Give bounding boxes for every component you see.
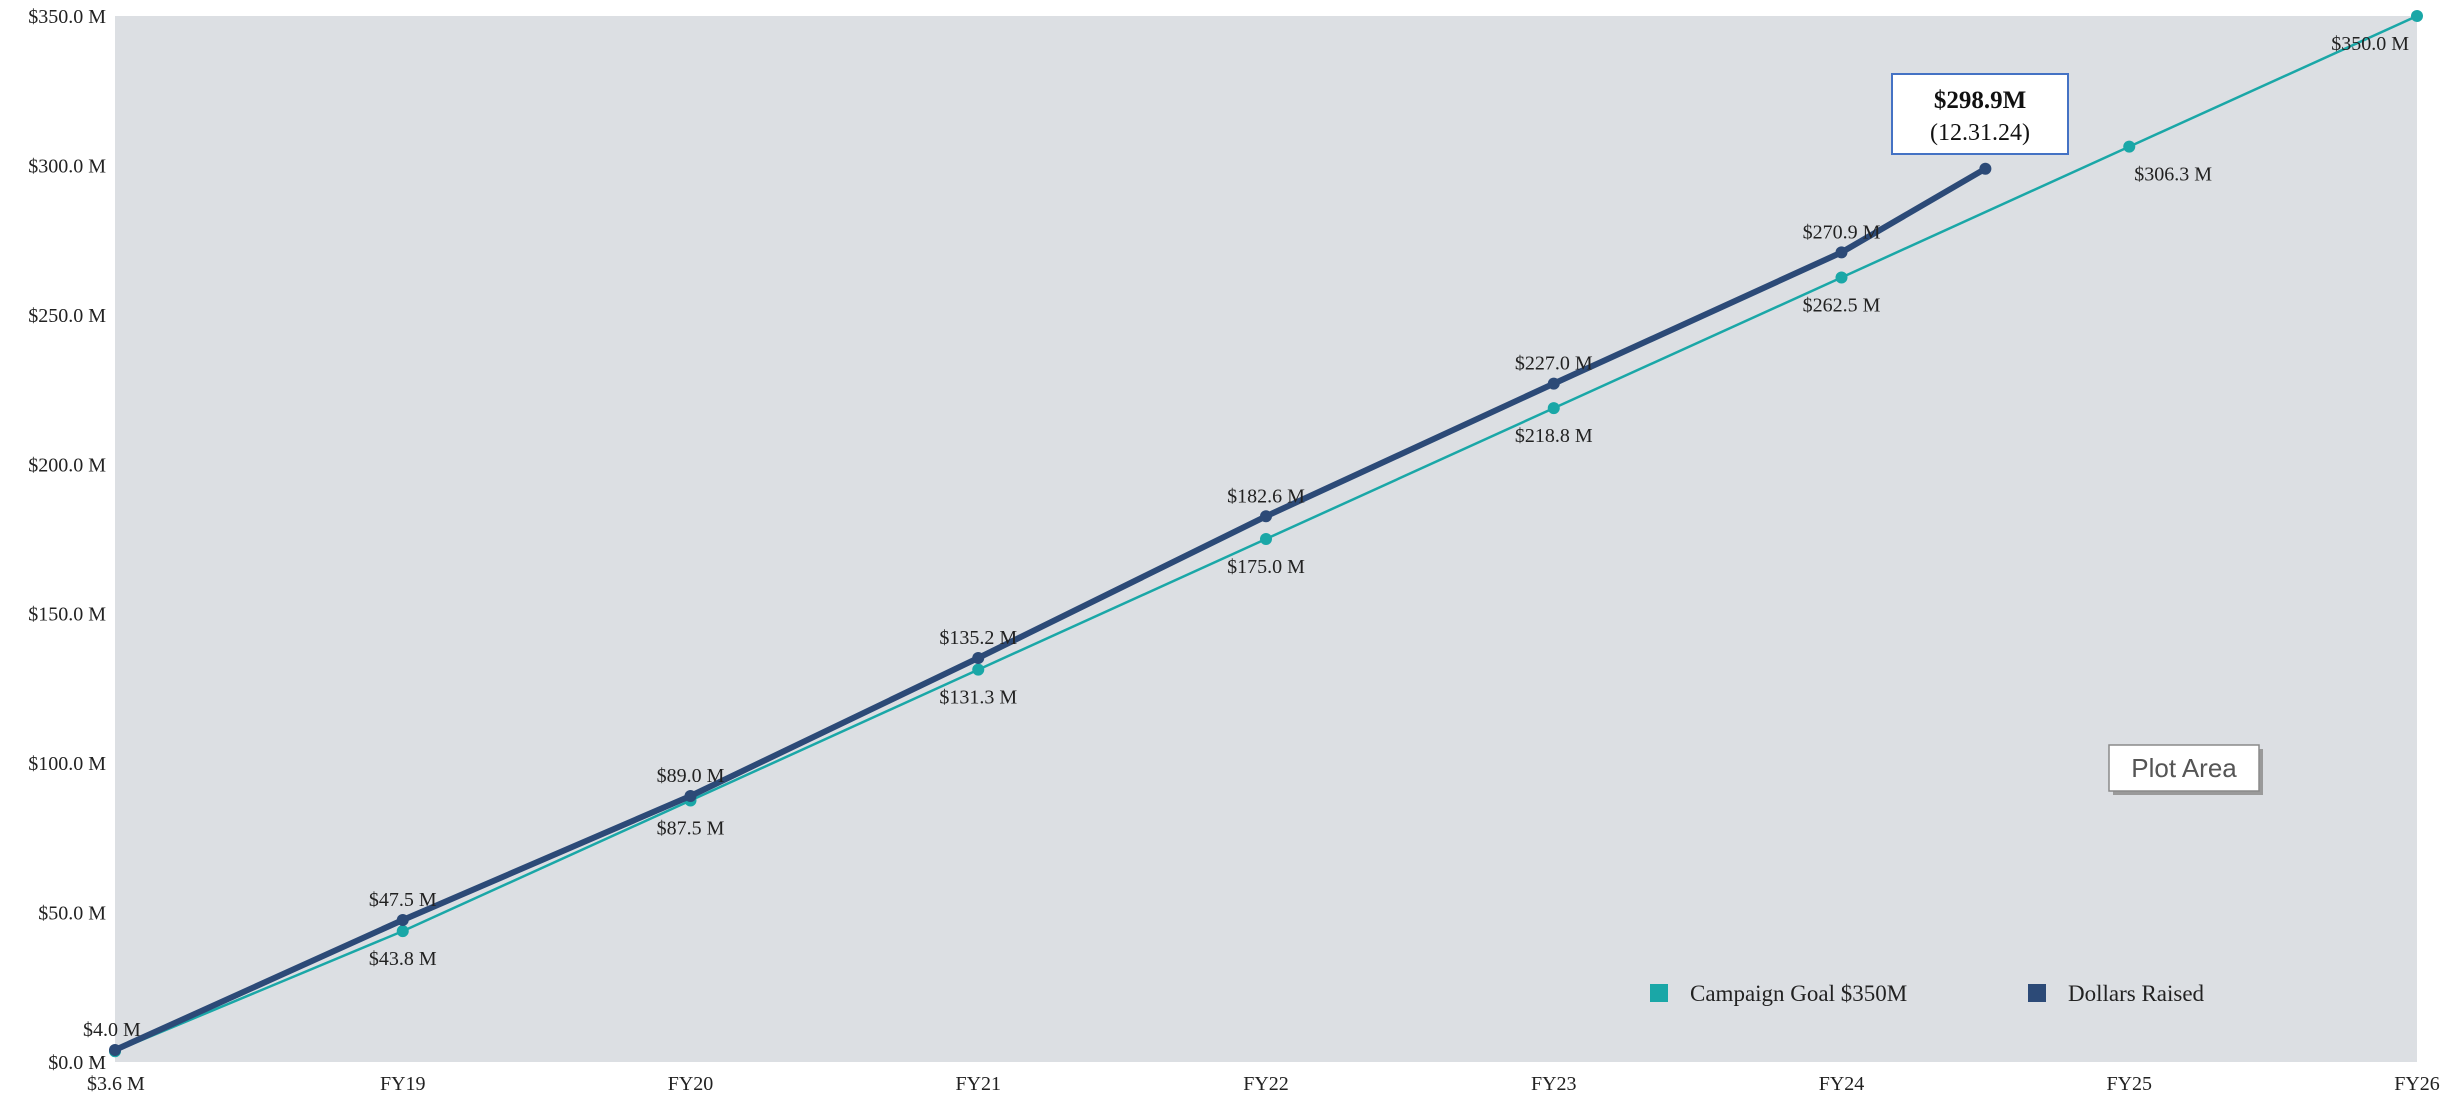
latest-value-callout: $298.9M (12.31.24)	[1891, 73, 2069, 155]
data-label-campaign-goal: $131.3 M	[939, 687, 1017, 709]
data-point	[972, 663, 985, 676]
x-axis: FY19 FY20 FY21 FY22 FY23 FY24 FY25 FY26	[380, 1073, 2440, 1095]
series-line	[112, 165, 1989, 1053]
data-label-campaign-goal: $43.8 M	[369, 948, 437, 970]
data-label-dollars-raised: $47.5 M	[369, 889, 437, 911]
legend-label-dollars-raised: Dollars Raised	[2068, 981, 2205, 1006]
legend-swatch-dollars-raised	[2028, 984, 2046, 1002]
x-tick-label: FY22	[1243, 1073, 1289, 1095]
y-tick-label: $300.0 M	[28, 155, 106, 177]
callout-date: (12.31.24)	[1930, 120, 2030, 146]
y-tick-label: $100.0 M	[28, 753, 106, 775]
data-point	[1835, 271, 1848, 284]
y-tick-label: $50.0 M	[38, 903, 106, 925]
data-point	[396, 925, 409, 938]
plot-area-tooltip: Plot Area	[2108, 744, 2263, 795]
data-label-campaign-goal: $87.5 M	[657, 818, 725, 840]
data-point	[1547, 377, 1560, 390]
legend-swatch-campaign-goal	[1650, 984, 1668, 1002]
x-tick-label: FY23	[1531, 1073, 1577, 1095]
data-point	[396, 914, 409, 927]
x-tick-label: FY24	[1819, 1073, 1865, 1095]
callout-value: $298.9M	[1934, 87, 2026, 114]
data-labels-campaign-goal: $3.6 M $43.8 M $87.5 M $131.3 M $175.0 M $218…	[87, 33, 2409, 1095]
series-dollars-raised	[109, 162, 1992, 1057]
x-tick-label: FY21	[955, 1073, 1001, 1095]
data-point	[684, 790, 697, 803]
data-point	[1260, 510, 1272, 523]
data-label-dollars-raised: $89.0 M	[657, 765, 725, 787]
data-point	[2123, 140, 2136, 153]
data-point	[1835, 246, 1848, 259]
data-point	[1260, 533, 1272, 545]
data-point	[1547, 402, 1560, 415]
data-label-campaign-goal: $350.0 M	[2331, 33, 2409, 55]
y-tick-label: $150.0 M	[28, 604, 106, 626]
y-axis: $0.0 M $50.0 M $100.0 M $150.0 M $200.0 M $25…	[28, 6, 106, 1074]
x-tick-label: FY20	[668, 1073, 714, 1095]
plot-area-tooltip-text: Plot Area	[2131, 753, 2237, 783]
data-label-dollars-raised: $135.2 M	[939, 627, 1017, 649]
data-label-campaign-goal: $218.8 M	[1515, 425, 1593, 447]
data-label-campaign-goal: $175.0 M	[1227, 556, 1305, 578]
data-label-dollars-raised: $182.6 M	[1227, 485, 1305, 507]
legend: Campaign Goal $350M Dollars Raised	[1650, 981, 2205, 1006]
callout-box	[1891, 73, 2069, 155]
legend-label-campaign-goal: Campaign Goal $350M	[1690, 981, 1907, 1006]
data-label-dollars-raised: $227.0 M	[1515, 353, 1593, 375]
data-point	[2411, 10, 2423, 22]
y-tick-label: $250.0 M	[28, 305, 106, 327]
data-point	[109, 1044, 121, 1057]
y-tick-label: $350.0 M	[28, 6, 106, 28]
data-label-dollars-raised: $270.9 M	[1803, 221, 1881, 243]
data-label-campaign-goal: $306.3 M	[2134, 164, 2212, 186]
data-labels-dollars-raised: $4.0 M $47.5 M $89.0 M $135.2 M $182.6 M $227…	[83, 221, 1881, 1041]
x-tick-label: FY19	[380, 1073, 426, 1095]
x-tick-label: FY25	[2106, 1073, 2152, 1095]
x-tick-label: FY26	[2394, 1073, 2440, 1095]
y-tick-label: $200.0 M	[28, 454, 106, 476]
data-point	[972, 651, 985, 664]
data-label-dollars-raised: $4.0 M	[83, 1019, 141, 1041]
y-tick-label: $0.0 M	[48, 1052, 106, 1074]
plot-area-tooltip-box	[2108, 744, 2260, 792]
data-point	[1979, 162, 1992, 175]
data-label-campaign-goal: $3.6 M	[87, 1073, 145, 1095]
data-label-campaign-goal: $262.5 M	[1803, 295, 1881, 317]
